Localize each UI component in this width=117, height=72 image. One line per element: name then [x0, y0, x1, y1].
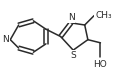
- Text: S: S: [70, 51, 76, 60]
- Text: N: N: [68, 13, 74, 22]
- Text: HO: HO: [94, 60, 107, 69]
- Text: CH₃: CH₃: [95, 11, 112, 20]
- Text: N: N: [2, 35, 9, 44]
